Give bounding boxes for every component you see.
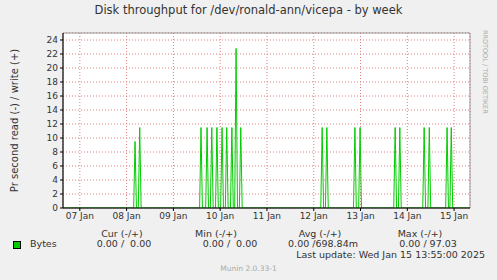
svg-text:0: 0 xyxy=(52,203,58,213)
html-text:Last update: Wed Jan 15 13:55:: Last update: Wed Jan 15 13:55:00 2025 xyxy=(296,249,485,260)
svg-text:15 Jan: 15 Jan xyxy=(440,211,468,221)
html-text:0.00 / 0.00: 0.00 / 0.00 xyxy=(96,238,152,249)
svg-text:12: 12 xyxy=(47,119,58,129)
svg-text:11 Jan: 11 Jan xyxy=(253,211,281,221)
svg-text:13 Jan: 13 Jan xyxy=(346,211,374,221)
svg-text:4: 4 xyxy=(52,175,58,185)
html-text:Avg (-/+): Avg (-/+) xyxy=(298,228,342,239)
svg-text:6: 6 xyxy=(52,161,58,171)
svg-text:24: 24 xyxy=(47,35,59,45)
html-text:Min (-/+): Min (-/+) xyxy=(195,228,237,239)
svg-text:2: 2 xyxy=(52,189,58,199)
svg-text:08 Jan: 08 Jan xyxy=(113,211,141,221)
svg-text:Pr second read (-) / write (+): Pr second read (-) / write (+) xyxy=(9,49,20,192)
html-text:0.00 / 97.03: 0.00 / 97.03 xyxy=(399,238,457,249)
svg-text:16: 16 xyxy=(47,91,59,101)
html-text:Munin 2.0.33-1: Munin 2.0.33-1 xyxy=(220,264,277,273)
html-text:Max (-/+): Max (-/+) xyxy=(397,228,443,239)
html-text:Cur (-/+): Cur (-/+) xyxy=(101,228,143,239)
html-text:0.00 / 0.00: 0.00 / 0.00 xyxy=(202,238,258,249)
svg-text:09 Jan: 09 Jan xyxy=(159,211,187,221)
svg-text:10: 10 xyxy=(47,133,59,143)
svg-text:07 Jan: 07 Jan xyxy=(66,211,94,221)
svg-text:12 Jan: 12 Jan xyxy=(300,211,328,221)
svg-text:18: 18 xyxy=(47,77,59,87)
svg-text:20: 20 xyxy=(47,63,59,73)
svg-text:8: 8 xyxy=(52,147,58,157)
svg-text:14: 14 xyxy=(47,105,59,115)
svg-text:22: 22 xyxy=(47,49,58,59)
html-text:Bytes: Bytes xyxy=(30,238,57,249)
html-text:0.00 /698.84m: 0.00 /698.84m xyxy=(288,238,358,249)
html-text:Disk throughput for /dev/ronal: Disk throughput for /dev/ronald-ann/vice… xyxy=(94,3,403,17)
html-text:RRDTOOL / TOBI OETIKER: RRDTOOL / TOBI OETIKER xyxy=(481,30,489,114)
svg-text:10 Jan: 10 Jan xyxy=(206,211,234,221)
svg-text:14 Jan: 14 Jan xyxy=(393,211,421,221)
